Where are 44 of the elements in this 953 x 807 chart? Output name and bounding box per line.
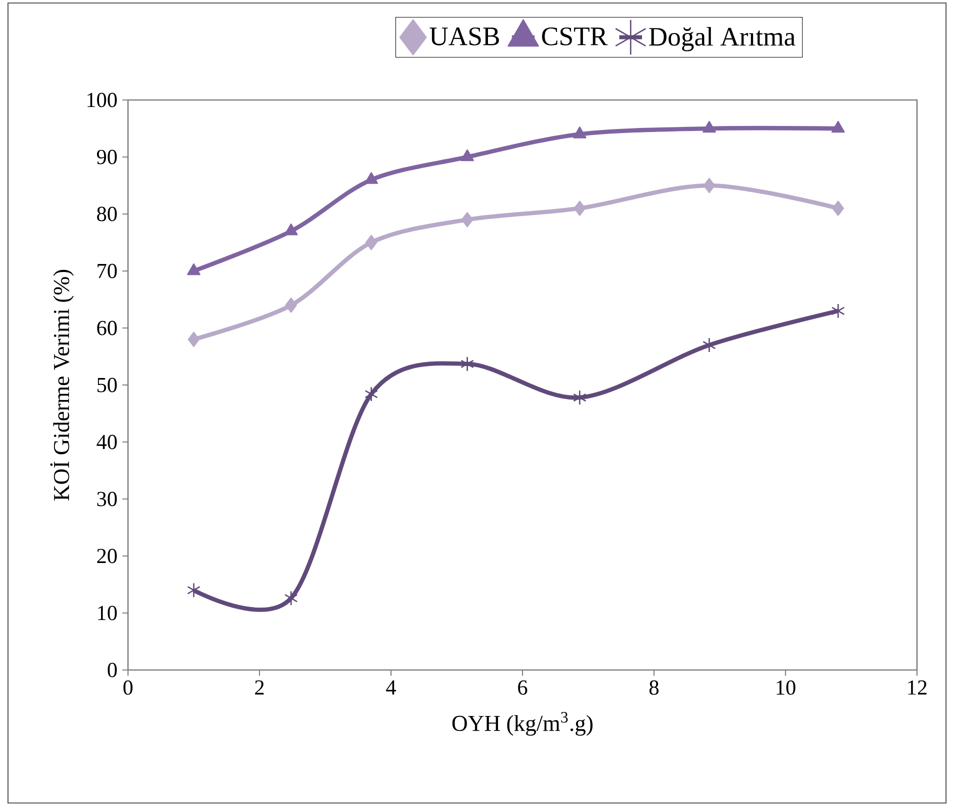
x-tick-label: 0: [123, 680, 133, 695]
point: [364, 386, 378, 402]
point: [573, 126, 586, 138]
point: [365, 234, 378, 250]
point: [284, 590, 298, 606]
y-tick-label: 20: [97, 548, 117, 564]
point: [831, 120, 845, 133]
y-tick-label: 70: [98, 264, 117, 278]
point: [187, 263, 200, 276]
x-tick-label: 8: [649, 680, 659, 695]
point: [702, 337, 716, 353]
y-axis-title: KOİ Giderme Verimi (%): [50, 270, 74, 500]
point: [573, 390, 586, 406]
y-tick-label: 50: [98, 378, 117, 392]
point: [284, 223, 298, 236]
legend-label: Doğal Arıtma: [649, 27, 796, 52]
y-tick-label: 30: [97, 492, 117, 506]
y-tick-label: 90: [96, 150, 117, 164]
y-tick-label: 100: [87, 92, 117, 108]
legend-label: CSTR: [542, 27, 608, 46]
y-tick-label: 0: [108, 662, 117, 678]
y-tick-label: 40: [96, 434, 117, 450]
x-axis-title: OYH (kg/m$^{3}$.g): [452, 712, 593, 736]
point: [364, 172, 378, 184]
y-tick-label: 60: [97, 320, 117, 336]
x-tick-label: 6: [518, 680, 528, 695]
point: [832, 200, 844, 216]
y-tick-label: 10: [98, 606, 117, 620]
point: [187, 582, 200, 598]
point: [460, 356, 474, 372]
x-tick-label: 12: [908, 680, 927, 695]
point: [188, 332, 200, 347]
point: [461, 212, 474, 228]
legend-label: UASB: [430, 27, 499, 46]
y-tick-label: 80: [97, 206, 117, 222]
point: [703, 178, 716, 194]
point: [831, 303, 845, 318]
point: [702, 120, 716, 133]
point: [460, 149, 474, 162]
x-tick-label: 4: [386, 680, 396, 694]
x-tick-label: 2: [255, 680, 264, 695]
point: [574, 200, 586, 216]
x-tick-label: 10: [776, 680, 796, 695]
point: [285, 298, 297, 313]
